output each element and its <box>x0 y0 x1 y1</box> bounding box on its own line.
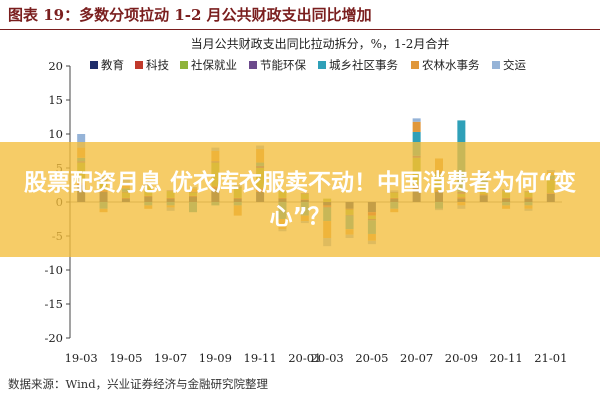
figure-title: 图表 19：多数分项拉动 1-2 月公共财政支出同比增加 <box>0 0 600 30</box>
legend-label-5: 农林水事务 <box>422 58 480 72</box>
x-tick-label: 20-03 <box>311 351 344 365</box>
bar-segment-20-07-6 <box>412 118 421 122</box>
source-note: 数据来源：Wind，兴业证券经济与金融研究院整理 <box>8 377 269 391</box>
legend-label-0: 教育 <box>101 58 124 72</box>
legend-label-3: 节能环保 <box>260 58 306 72</box>
legend-swatch-4 <box>318 61 326 69</box>
legend-swatch-6 <box>492 61 500 69</box>
y-tick-label: 15 <box>48 93 63 107</box>
legend-swatch-0 <box>90 61 98 69</box>
legend: 教育 科技 社保就业 节能环保 城乡社区事务 农林水事务 交运 <box>90 58 526 72</box>
chart-title: 当月公共财政支出同比拉动拆分，%，1-2月合并 <box>191 36 450 51</box>
legend-label-6: 交运 <box>503 58 526 72</box>
x-tick-label: 19-03 <box>65 351 98 365</box>
x-tick-label: 20-07 <box>400 351 433 365</box>
x-tick-label: 21-01 <box>534 351 567 365</box>
x-tick-label: 20-09 <box>445 351 478 365</box>
legend-swatch-3 <box>249 61 257 69</box>
x-tick-label: 20-11 <box>490 351 523 365</box>
y-tick-label: 10 <box>48 127 63 141</box>
x-tick-label: 19-11 <box>244 351 277 365</box>
x-tick-label: 19-05 <box>109 351 142 365</box>
y-tick-label: 20 <box>48 59 63 73</box>
overlay-banner[interactable]: 股票配资月息 优衣库衣服卖不动！中国消费者为何“变心”？ <box>0 142 600 257</box>
y-tick-label: -15 <box>44 297 63 311</box>
x-tick-label: 20-05 <box>355 351 388 365</box>
legend-swatch-1 <box>135 61 143 69</box>
legend-label-2: 社保就业 <box>191 58 237 72</box>
legend-label-1: 科技 <box>146 58 169 72</box>
y-tick-label: -10 <box>44 263 63 277</box>
y-tick-label: -20 <box>44 331 63 345</box>
bar-segment-19-03-6 <box>77 134 86 148</box>
bar-segment-20-07-5 <box>412 121 421 132</box>
x-tick-label: 19-09 <box>199 351 232 365</box>
x-tick-label: 20-01 <box>288 351 321 365</box>
x-tick-label: 19-07 <box>154 351 187 365</box>
legend-swatch-5 <box>411 61 419 69</box>
overlay-headline[interactable]: 股票配资月息 优衣库衣服卖不动！中国消费者为何“变心”？ <box>23 169 577 230</box>
legend-label-4: 城乡社区事务 <box>329 58 398 72</box>
legend-swatch-2 <box>180 61 188 69</box>
